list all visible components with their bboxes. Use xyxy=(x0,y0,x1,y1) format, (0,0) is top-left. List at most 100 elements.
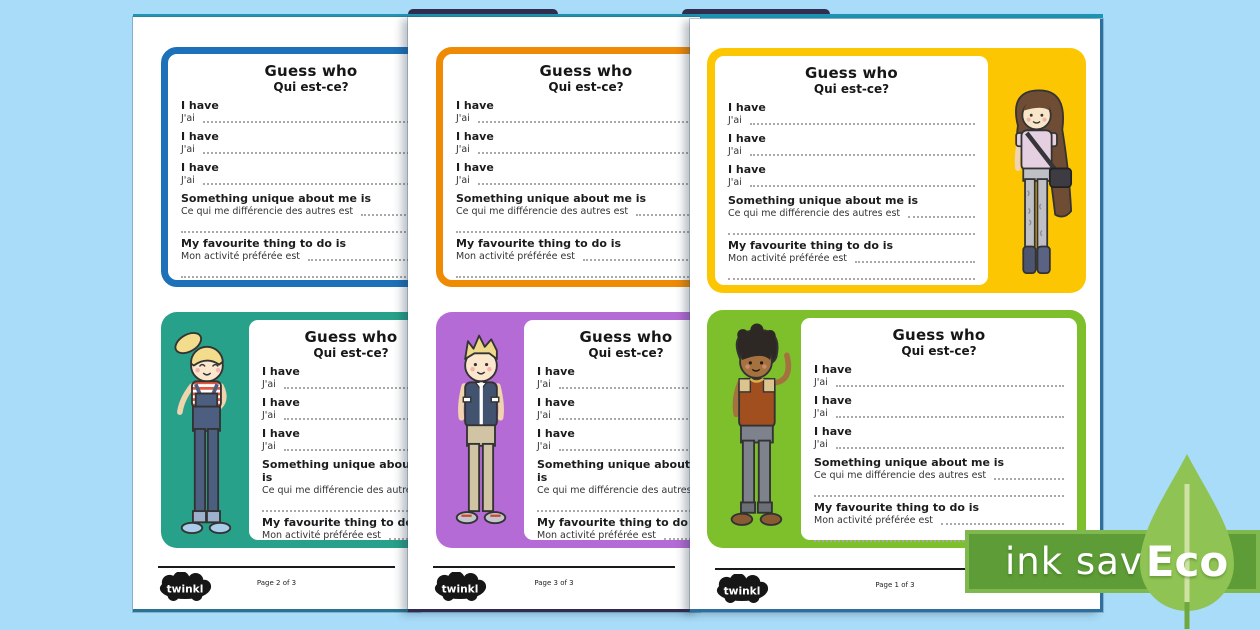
card-fields: I have J'ai I have J'ai I have J'ai Some… xyxy=(456,99,700,278)
write-line xyxy=(202,121,420,123)
write-line xyxy=(202,152,420,154)
card-content: Guess who Qui est-ce? I have J'ai I have… xyxy=(249,320,420,548)
field-label-fr: J'ai xyxy=(814,439,828,450)
field-label-en: I have xyxy=(262,396,300,409)
worksheet-page-2: Guess who Qui est-ce? I have J'ai I have… xyxy=(133,17,420,612)
write-line xyxy=(728,278,975,280)
field-i-have-2: I have J'ai xyxy=(456,130,700,157)
write-line xyxy=(361,214,420,216)
field-label-fr: Mon activité préférée est xyxy=(537,530,656,541)
card-title: Guess who xyxy=(304,328,398,346)
field-label-fr: J'ai xyxy=(537,441,551,452)
page-number-label: Page 2 of 3 xyxy=(256,579,297,587)
write-line xyxy=(477,152,700,154)
field-write-row: J'ai xyxy=(728,176,975,190)
write-line xyxy=(558,387,700,389)
write-line xyxy=(283,418,420,420)
field-label-fr: J'ai xyxy=(262,410,276,421)
card-content: Guess who Qui est-ce? I have J'ai I have… xyxy=(168,54,420,278)
field-label-en: I have xyxy=(181,161,219,174)
footer-divider xyxy=(715,568,1075,570)
field-write-row: J'ai xyxy=(262,440,420,454)
field-label-en: My favourite thing to do is xyxy=(537,516,700,529)
field-write-row: J'ai xyxy=(814,438,1064,452)
twinkl-logo-text: twinkl xyxy=(167,582,204,595)
card-title: Guess who xyxy=(892,326,986,344)
field-label-fr: Mon activité préférée est xyxy=(814,515,933,526)
field-write-row: Mon activité préférée est xyxy=(181,250,420,264)
field-label-en: Something unique about me is xyxy=(537,458,700,484)
twinkl-logo: twinkl xyxy=(434,572,487,601)
stacked-page-edge xyxy=(408,9,558,18)
field-i-have-2: I have J'ai xyxy=(181,130,420,157)
eco-leaf-icon xyxy=(1140,454,1234,629)
field-i-have-3: I have J'ai xyxy=(537,427,700,454)
field-label-fr: J'ai xyxy=(537,410,551,421)
field-label-en: I have xyxy=(262,365,300,378)
field-favourite-thing: My favourite thing to do is Mon activité… xyxy=(728,239,975,280)
write-line xyxy=(477,183,700,185)
card-content: Guess who Qui est-ce? I have J'ai I have… xyxy=(443,54,700,278)
page-number-label: Page 3 of 3 xyxy=(534,579,574,587)
field-label-en: I have xyxy=(537,427,575,440)
field-write-row: Ce qui me différencie des autres est xyxy=(181,205,420,219)
card-title: Guess who xyxy=(579,328,673,346)
field-label-fr: J'ai xyxy=(456,113,470,124)
write-line xyxy=(283,387,420,389)
write-line xyxy=(456,231,700,233)
field-label-fr: Mon activité préférée est xyxy=(181,251,300,262)
footer-divider xyxy=(433,566,675,568)
write-line xyxy=(181,231,420,233)
field-i-have-2: I have J'ai xyxy=(814,394,1064,421)
field-label-en: I have xyxy=(728,163,766,176)
field-favourite-thing: My favourite thing to do is Mon activité… xyxy=(262,516,420,548)
field-label-en: I have xyxy=(456,99,494,112)
card-fields: I have J'ai I have J'ai I have J'ai Some… xyxy=(537,365,700,548)
field-write-row: Ce qui me différencie des autres est xyxy=(456,205,700,219)
write-line xyxy=(835,416,1064,418)
field-write-row: J'ai xyxy=(537,440,700,454)
field-i-have-1: I have J'ai xyxy=(814,363,1064,390)
field-label-en: I have xyxy=(456,130,494,143)
field-write-row: J'ai xyxy=(537,409,700,423)
field-write-row: Mon activité préférée est xyxy=(537,529,700,543)
field-write-row: Ce qui me différencie des autres est xyxy=(814,469,1064,483)
field-favourite-thing: My favourite thing to do is Mon activité… xyxy=(814,501,1064,542)
field-label-fr: J'ai xyxy=(181,144,195,155)
field-label-fr: Ce qui me différencie des autres est xyxy=(728,208,901,219)
field-i-have-3: I have J'ai xyxy=(181,161,420,188)
field-something-unique: Something unique about me is Ce qui me d… xyxy=(181,192,420,233)
field-label-fr: J'ai xyxy=(456,144,470,155)
field-favourite-thing: My favourite thing to do is Mon activité… xyxy=(537,516,700,548)
field-write-row: Mon activité préférée est xyxy=(456,250,700,264)
stacked-page-edge-line xyxy=(133,14,1103,18)
field-something-unique: Something unique about me is Ce qui me d… xyxy=(728,194,975,235)
field-favourite-thing: My favourite thing to do is Mon activité… xyxy=(181,237,420,278)
write-line xyxy=(558,418,700,420)
guess-who-card-teal: Guess who Qui est-ce? I have J'ai I have… xyxy=(161,312,420,548)
field-label-fr: Ce qui me différencie des autres est xyxy=(456,206,629,217)
write-line xyxy=(636,214,700,216)
field-write-row: Mon activité préférée est xyxy=(262,529,420,543)
field-write-row: J'ai xyxy=(456,112,700,126)
card-title: Guess who xyxy=(805,64,898,82)
field-label-fr: J'ai xyxy=(181,175,195,186)
field-label-en: My favourite thing to do is xyxy=(814,501,980,514)
field-label-en: I have xyxy=(814,425,852,438)
twinkl-logo: twinkl xyxy=(159,572,212,601)
field-i-have-1: I have J'ai xyxy=(181,99,420,126)
write-line xyxy=(814,495,1064,497)
field-label-fr: Mon activité préférée est xyxy=(728,253,847,264)
write-line xyxy=(908,216,975,218)
card-panel: Guess who Qui est-ce? I have J'ai I have… xyxy=(524,320,700,541)
field-label-en: Something unique about me is xyxy=(814,456,1005,469)
card-content: Guess who Qui est-ce? I have J'ai I have… xyxy=(524,320,700,548)
card-title: Guess who xyxy=(264,62,358,80)
guess-who-card-purple: Guess who Qui est-ce? I have J'ai I have… xyxy=(436,312,700,548)
card-fields: I have J'ai I have J'ai I have J'ai Some… xyxy=(814,363,1064,542)
write-line xyxy=(664,538,700,540)
field-label-en: I have xyxy=(537,396,575,409)
field-write-row: J'ai xyxy=(181,112,420,126)
field-label-en: I have xyxy=(262,427,300,440)
